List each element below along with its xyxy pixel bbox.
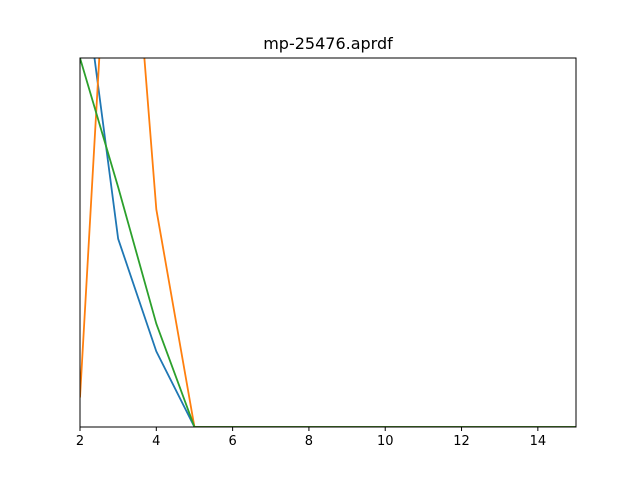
x-tick-label: 12 [453,434,470,449]
x-tick-label: 14 [530,434,547,449]
series-line-1 [93,58,576,427]
x-tick-label: 8 [305,434,313,449]
plot-frame [79,57,577,428]
series-layer [80,58,576,427]
x-tick-label: 2 [76,434,84,449]
x-axis: 2 4 6 8 10 12 14 [76,427,546,449]
series-line-2 [80,58,576,427]
x-tick-label: 4 [152,434,160,449]
chart-title: mp-25476.aprdf [263,34,393,53]
x-tick-label: 6 [228,434,236,449]
series-line-3 [80,58,576,427]
x-tick-label: 10 [377,434,394,449]
